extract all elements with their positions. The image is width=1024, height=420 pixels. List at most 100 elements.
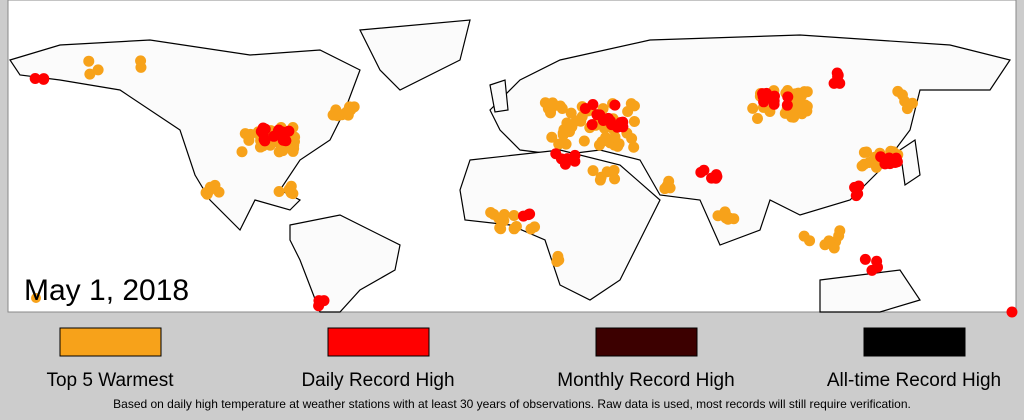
station-dot (884, 158, 896, 170)
station-dot (273, 186, 285, 198)
land (9, 19, 1011, 313)
station-dot (758, 96, 770, 108)
station-dot (706, 172, 718, 184)
station-dot (273, 146, 285, 158)
station-dot (892, 85, 904, 97)
station-dot (587, 165, 599, 177)
station-dot (31, 293, 41, 303)
station-dot (554, 100, 566, 112)
station-dot (747, 102, 759, 114)
legend-swatch (327, 327, 430, 357)
station-dot (870, 161, 882, 173)
station-dot (781, 99, 793, 111)
station-dot (545, 107, 557, 119)
station-dot (768, 98, 780, 110)
station-dot (782, 91, 794, 103)
eurasia (489, 34, 1011, 246)
station-dot (804, 235, 816, 247)
date-label: May 1, 2018 (24, 274, 189, 307)
station-dot (201, 188, 213, 200)
station-dot (724, 212, 736, 224)
australia (819, 269, 921, 313)
station-dot (318, 295, 330, 307)
footnote: Based on daily high temperature at weath… (113, 397, 911, 411)
station-dot (560, 138, 572, 150)
legend-swatch (59, 327, 162, 357)
station-dot (609, 99, 621, 111)
north-america (9, 39, 361, 232)
station-dot (257, 122, 269, 134)
station-dot (272, 125, 284, 137)
station-dot (628, 116, 640, 128)
station-dot (29, 72, 41, 84)
station-dot (796, 108, 808, 120)
station-dot (612, 140, 624, 152)
station-dot (498, 209, 510, 221)
station-dot (135, 61, 147, 73)
station-dot (859, 253, 871, 265)
station-dot (609, 131, 621, 143)
station-dot (508, 210, 520, 222)
greenland (359, 19, 471, 91)
station-dot (341, 106, 353, 118)
station-dot (834, 225, 846, 237)
legend-label: All-time Record High (827, 370, 1001, 391)
station-dot (546, 131, 558, 143)
station-dot (84, 68, 96, 80)
station-dot (283, 183, 295, 195)
station-dot (752, 112, 764, 124)
legend-label: Monthly Record High (557, 370, 734, 391)
station-dot (332, 110, 344, 122)
legend: Top 5 Warmest Daily Record High Monthly Re… (46, 327, 1001, 391)
station-dot (236, 146, 248, 158)
station-dot (522, 209, 534, 221)
station-dot (561, 153, 573, 165)
station-dot (604, 115, 616, 127)
station-dot (539, 97, 551, 109)
africa (459, 149, 661, 301)
station-dot (861, 146, 873, 158)
station-dot (768, 90, 780, 102)
station-dot (866, 264, 878, 276)
japan (899, 138, 921, 187)
legend-swatch (863, 327, 966, 357)
station-dot (38, 73, 50, 85)
station-dot (552, 250, 564, 262)
station-dot (788, 111, 800, 123)
station-dot (801, 86, 813, 98)
station-dot (239, 128, 251, 140)
legend-swatch (595, 327, 698, 357)
station-dot (615, 117, 627, 129)
station-dot (591, 109, 603, 121)
station-dot (570, 115, 582, 127)
station-dot (626, 133, 638, 145)
station-dot (280, 135, 292, 147)
station-dot (628, 100, 640, 112)
station-dot (92, 64, 104, 76)
station-dot (209, 179, 221, 191)
legend-label: Top 5 Warmest (46, 370, 174, 391)
legend-label: Daily Record High (301, 370, 454, 391)
station-dot (609, 173, 621, 185)
station-dot (628, 141, 640, 153)
station-dots (29, 55, 1018, 318)
britain (489, 79, 509, 113)
station-dot (525, 223, 537, 235)
station-dot (259, 135, 271, 147)
station-dot (564, 126, 576, 138)
station-dot (856, 160, 868, 172)
station-dot (600, 131, 612, 143)
station-dot (1006, 306, 1018, 318)
station-dot (823, 235, 835, 247)
station-dot (899, 95, 911, 107)
station-dot (565, 107, 577, 119)
station-dot (83, 55, 95, 67)
station-dot (508, 223, 520, 235)
station-dot (698, 164, 710, 176)
station-dot (586, 119, 598, 131)
station-dot (485, 206, 497, 218)
station-dot (550, 148, 562, 160)
station-dot (853, 180, 865, 192)
